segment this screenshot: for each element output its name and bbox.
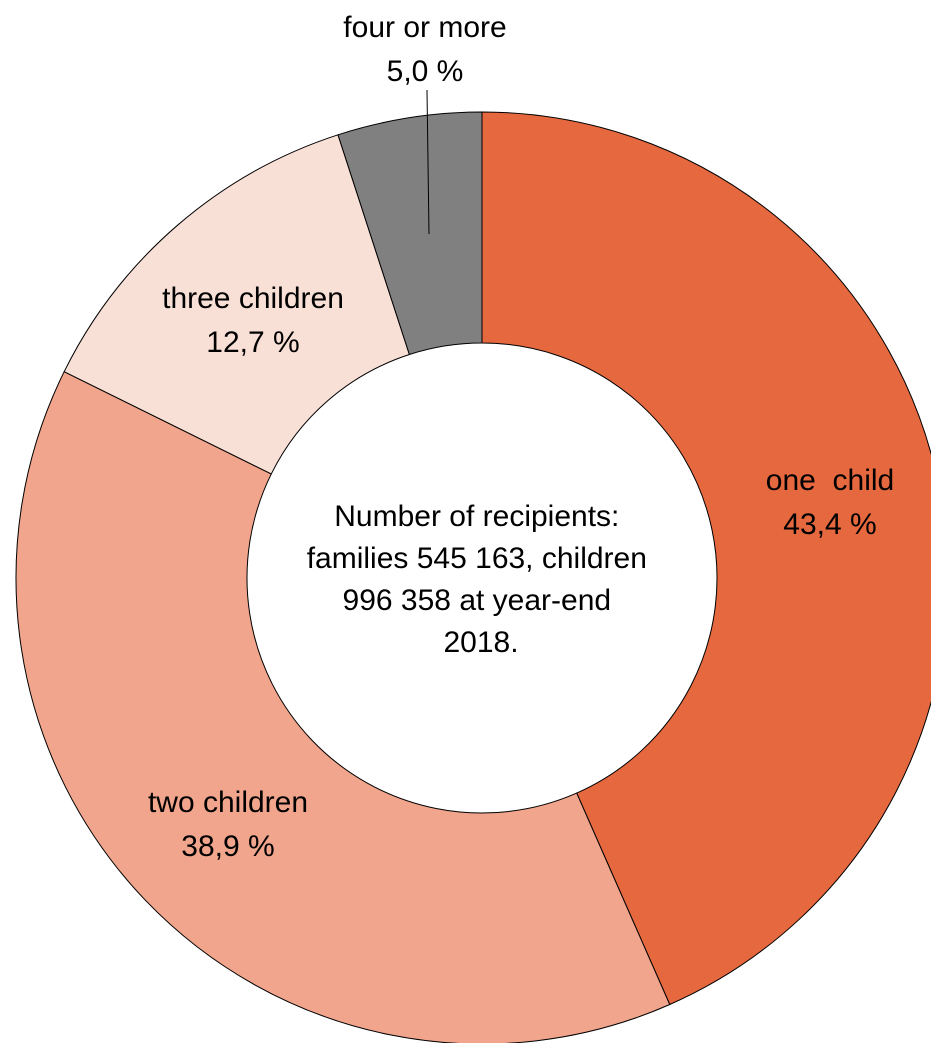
slice-two-children: [15, 371, 671, 1043]
slice-label-one-child: one child 43,4 %: [766, 464, 894, 541]
slice-three-children: [63, 134, 411, 475]
slice-category-label: three children: [162, 282, 344, 315]
slice-label-three-children: three children 12,7 %: [162, 282, 344, 359]
slice-category-label: one child: [766, 464, 894, 497]
slice-value-label: 5,0 %: [387, 55, 464, 88]
center-line-4: 2018.: [443, 626, 518, 659]
center-line-3: 996 358 at year-end: [343, 584, 612, 617]
slice-category-label: two children: [148, 786, 308, 819]
slice-four-or-more: [337, 111, 483, 356]
center-line-2: families 545 163, children: [307, 542, 647, 575]
slice-value-label: 38,9 %: [181, 830, 274, 863]
slice-label-two-children: two children 38,9 %: [148, 786, 308, 863]
donut-slices: [15, 111, 931, 1043]
leader-line-four-or-more: [426, 89, 430, 235]
slice-value-label: 12,7 %: [206, 326, 299, 359]
slice-one-child: [481, 111, 931, 1006]
center-annotation: Number of recipients: families 545 163, …: [307, 500, 656, 659]
center-line-1: Number of recipients:: [334, 500, 619, 533]
slice-category-label: four or more: [343, 11, 506, 44]
slice-labels: one child 43,4 % two children 38,9 % three c…: [148, 11, 894, 863]
slice-label-four-or-more: four or more 5,0 %: [343, 11, 506, 88]
slice-value-label: 43,4 %: [783, 508, 876, 541]
